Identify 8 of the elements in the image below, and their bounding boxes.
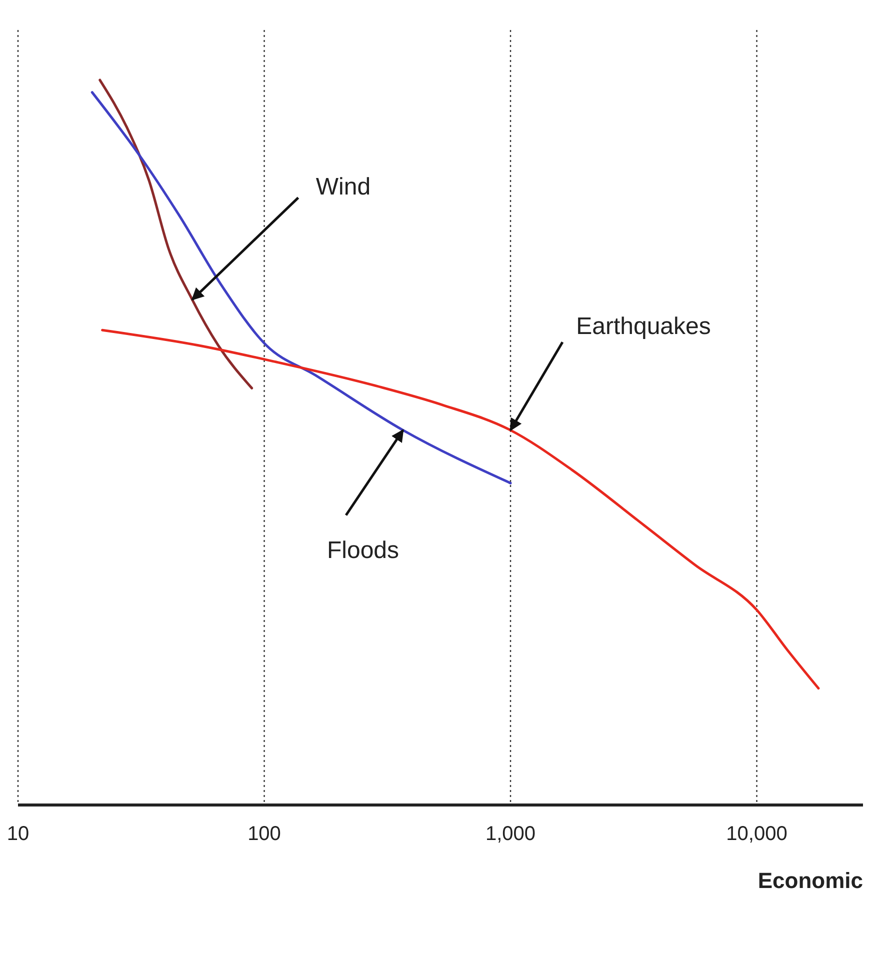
x-axis-title: Economic (758, 868, 863, 893)
annotation: Wind (316, 174, 371, 201)
annotation: Floods (326, 537, 400, 564)
x-tick-label: 100 (248, 823, 281, 845)
x-tick-label: 10 (6, 823, 30, 845)
x-tick-label: 10,000 (726, 823, 788, 845)
annotation: Earthquakes (576, 313, 711, 340)
x-tick-label: 1,000 (485, 823, 536, 845)
